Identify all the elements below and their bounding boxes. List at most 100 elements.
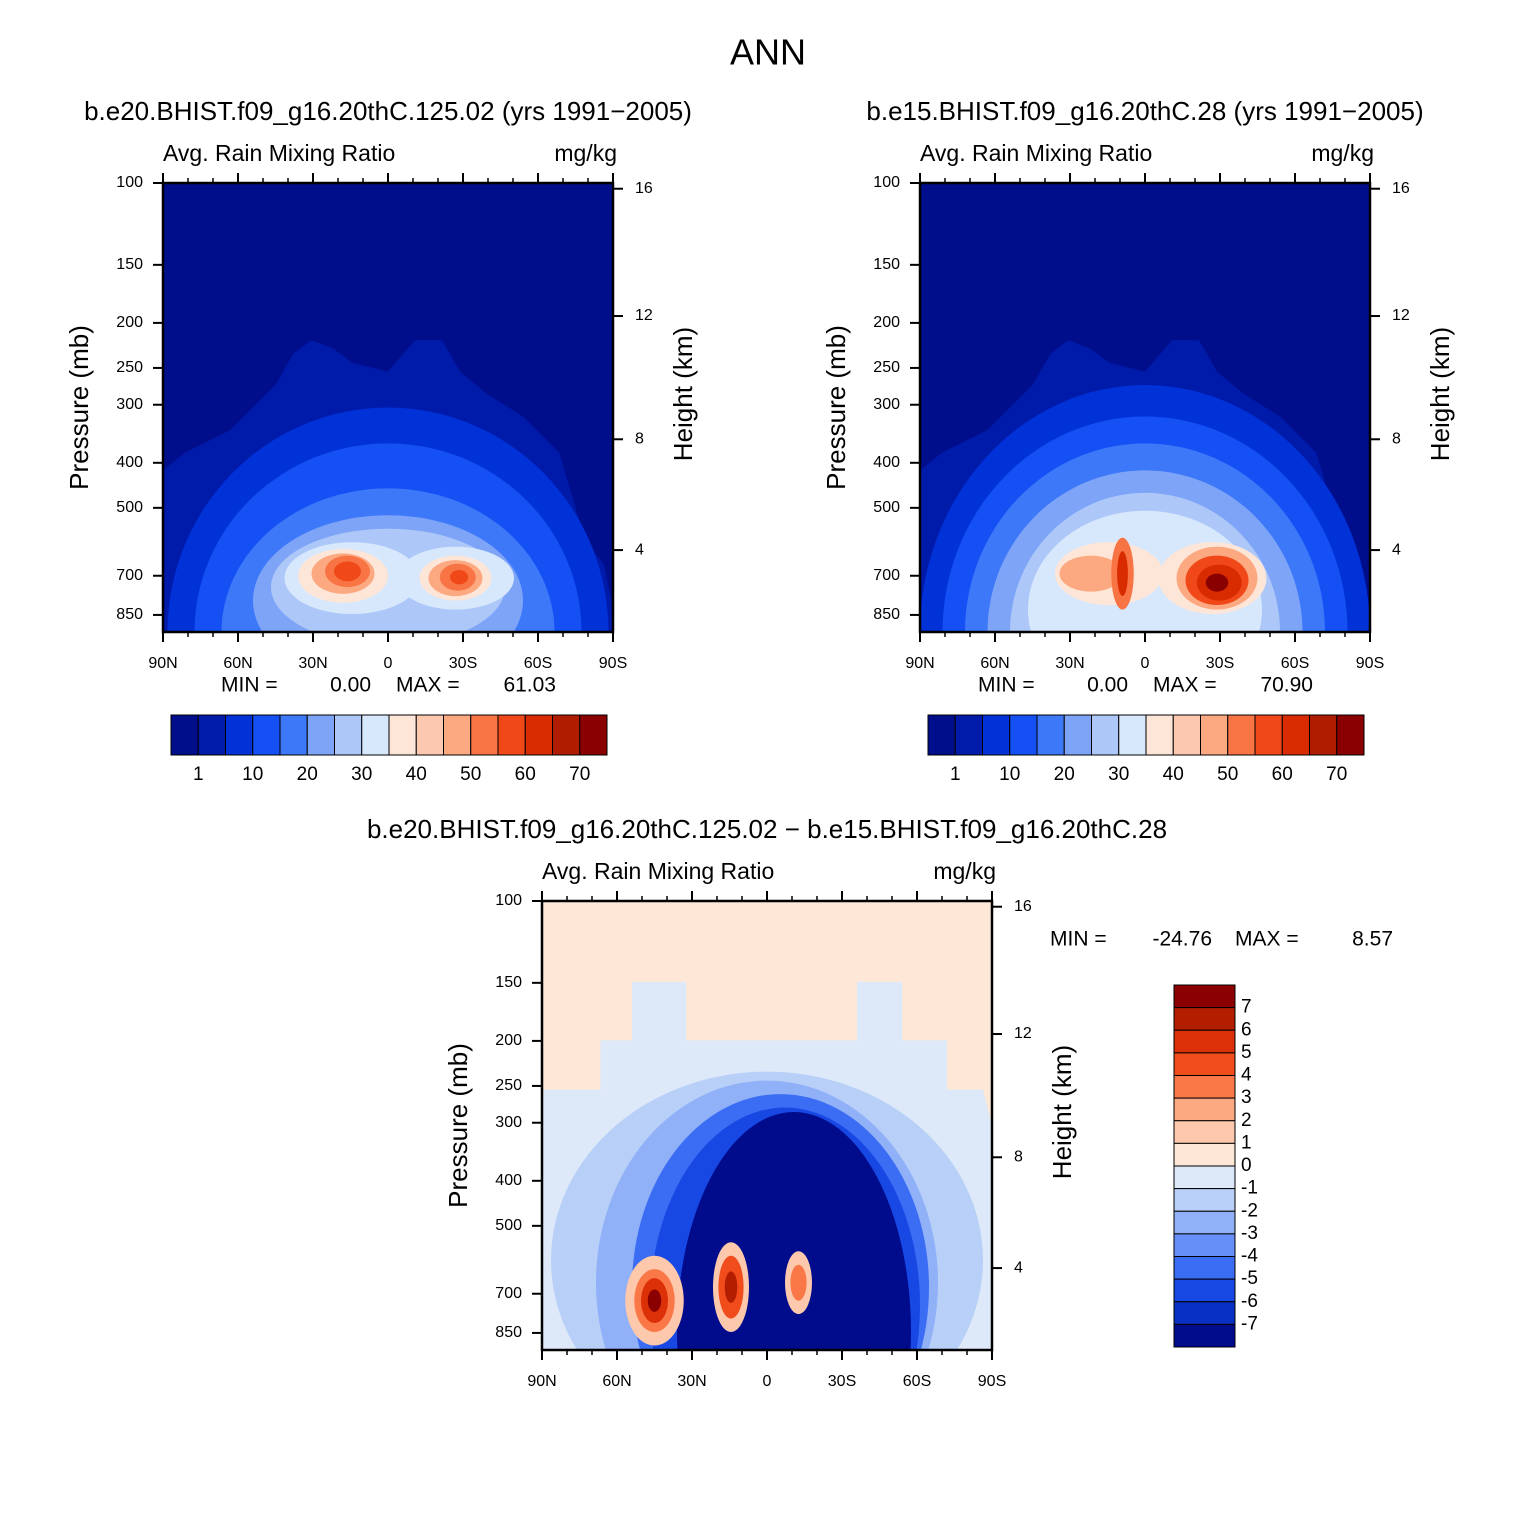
colorbar-box <box>1173 1210 1236 1235</box>
colorbar-label: 20 <box>297 764 318 785</box>
min-label: MIN = <box>1050 928 1107 951</box>
min-value: 0.00 <box>1087 674 1128 697</box>
colorbar-box <box>1173 1233 1236 1257</box>
x-tick-label: 0 <box>1141 655 1150 672</box>
max-value: 8.57 <box>1352 928 1393 951</box>
y2-tick-label: 4 <box>635 541 644 558</box>
max-value: 70.90 <box>1260 674 1313 697</box>
colorbar-box <box>388 714 417 756</box>
panel-subtitle: b.e20.BHIST.f09_g16.20thC.125.02 − b.e15… <box>367 814 1167 844</box>
colorbar-box <box>497 714 526 756</box>
y-tick-label: 200 <box>495 1032 522 1049</box>
min-label: MIN = <box>978 674 1035 697</box>
colorbar-box <box>279 714 308 756</box>
colorbar-box <box>1145 714 1174 756</box>
y2-tick-label: 16 <box>1014 898 1032 915</box>
y-tick-label: 150 <box>495 974 522 991</box>
colorbar-box <box>1173 984 1236 1009</box>
y-tick-label: 250 <box>116 359 143 376</box>
colorbar-box <box>415 714 444 756</box>
colorbar-label: -5 <box>1241 1268 1258 1289</box>
y-tick-label: 400 <box>873 454 900 471</box>
colorbar-box <box>1118 714 1147 756</box>
y-tick-label: 700 <box>116 567 143 584</box>
y2-tick-label: 12 <box>1392 307 1410 324</box>
colorbar-box <box>1091 714 1120 756</box>
y-tick-label: 300 <box>873 396 900 413</box>
right-label: mg/kg <box>933 858 996 884</box>
x-tick-label: 90S <box>978 1373 1006 1390</box>
colorbar-label: -7 <box>1241 1313 1258 1334</box>
colorbar-label: 30 <box>1108 764 1129 785</box>
colorbar-label: 40 <box>1163 764 1184 785</box>
y-tick-label: 500 <box>495 1217 522 1234</box>
x-tick-label: 30S <box>1206 655 1234 672</box>
colorbar-box <box>1336 714 1365 756</box>
contour-fill <box>1059 555 1123 592</box>
max-label: MAX = <box>396 674 460 697</box>
contour-fill <box>790 1264 807 1301</box>
colorbar-box <box>1036 714 1065 756</box>
colorbar-box <box>1173 1165 1236 1190</box>
colorbar-box <box>1063 714 1092 756</box>
max-label: MAX = <box>1153 674 1217 697</box>
contour-field <box>163 183 613 632</box>
y2-axis-label: Height (km) <box>1047 1045 1077 1179</box>
y-tick-label: 500 <box>116 499 143 516</box>
x-tick-label: 30N <box>677 1373 706 1390</box>
y2-tick-label: 8 <box>1014 1148 1023 1165</box>
colorbar-box <box>1173 1278 1236 1303</box>
colorbar-label: 1 <box>950 764 961 785</box>
left-label: Avg. Rain Mixing Ratio <box>920 140 1152 166</box>
colorbar-box <box>1173 1075 1236 1099</box>
y-tick-label: 100 <box>873 174 900 191</box>
colorbar-label: 60 <box>1272 764 1293 785</box>
y-tick-label: 400 <box>495 1172 522 1189</box>
colorbar-box <box>982 714 1011 756</box>
colorbar-box <box>197 714 226 756</box>
colorbar-box <box>954 714 983 756</box>
colorbar-label: 10 <box>999 764 1020 785</box>
y-tick-label: 200 <box>873 314 900 331</box>
colorbar-label: 40 <box>406 764 427 785</box>
colorbar-box <box>1281 714 1310 756</box>
colorbar-box <box>1173 1052 1236 1076</box>
x-tick-label: 90N <box>148 655 177 672</box>
max-value: 61.03 <box>503 674 556 697</box>
colorbar-label: 30 <box>351 764 372 785</box>
y2-tick-label: 12 <box>1014 1025 1032 1042</box>
y-tick-label: 700 <box>495 1285 522 1302</box>
y-tick-label: 100 <box>116 174 143 191</box>
y2-axis-label: Height (km) <box>1425 327 1455 461</box>
colorbar-box <box>170 714 199 756</box>
colorbar-box <box>470 714 499 756</box>
x-tick-label: 60N <box>223 655 252 672</box>
colorbar-label: 5 <box>1241 1042 1252 1063</box>
panel-subtitle: b.e20.BHIST.f09_g16.20thC.125.02 (yrs 19… <box>84 96 692 126</box>
contour-fill <box>1205 573 1229 592</box>
colorbar-box <box>1173 1097 1236 1122</box>
colorbar-box <box>306 714 335 756</box>
colorbar-box <box>1009 714 1038 756</box>
right-label: mg/kg <box>1311 140 1374 166</box>
min-value: 0.00 <box>330 674 371 697</box>
colorbar-label: 60 <box>515 764 536 785</box>
colorbar-box <box>524 714 553 756</box>
colorbar-label: -6 <box>1241 1291 1258 1312</box>
y2-tick-label: 16 <box>1392 180 1410 197</box>
contour-field <box>542 901 992 1350</box>
colorbar-label: 20 <box>1054 764 1075 785</box>
colorbar-box <box>443 714 472 756</box>
x-tick-label: 30N <box>298 655 327 672</box>
colorbar-label: 1 <box>193 764 204 785</box>
colorbar-label: 7 <box>1241 997 1252 1018</box>
contour-field <box>920 183 1370 632</box>
x-tick-label: 60S <box>1281 655 1309 672</box>
y2-axis-label: Height (km) <box>668 327 698 461</box>
x-tick-label: 90S <box>1356 655 1384 672</box>
y-tick-label: 150 <box>873 256 900 273</box>
colorbar-label: 0 <box>1241 1155 1252 1176</box>
panel-subtitle: b.e15.BHIST.f09_g16.20thC.28 (yrs 1991−2… <box>866 96 1423 126</box>
colorbar-label: -4 <box>1241 1246 1258 1267</box>
